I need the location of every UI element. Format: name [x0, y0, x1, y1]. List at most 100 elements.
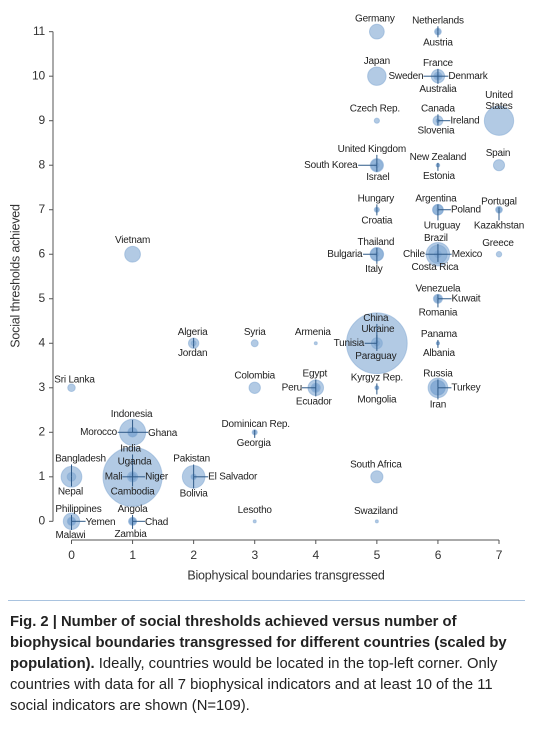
chart: Biophysical boundaries transgressed Soci…	[8, 13, 524, 582]
country-label: Ghana	[148, 428, 178, 439]
y-tick-label: 5	[39, 291, 46, 305]
country-label: Dominican Rep.	[222, 419, 290, 430]
country-label: El Salvador	[208, 471, 258, 482]
country-label: Brazil	[424, 233, 448, 244]
bubble	[483, 105, 515, 136]
country-label: Swaziland	[354, 506, 398, 517]
x-tick-label: 3	[251, 548, 258, 562]
country-label: Slovenia	[418, 125, 455, 136]
leaders	[70, 26, 500, 530]
y-tick-label: 2	[39, 424, 46, 438]
country-label: Nepal	[58, 486, 83, 497]
country-label: Spain	[486, 148, 511, 159]
country-label: Israel	[366, 172, 389, 183]
country-label: Mexico	[452, 249, 483, 260]
bubble	[368, 23, 385, 40]
country-label: South Africa	[350, 459, 402, 470]
x-tick-label: 1	[129, 548, 136, 562]
bubble	[252, 519, 257, 524]
bubble	[248, 381, 261, 394]
country-label: Syria	[244, 327, 266, 338]
bubble	[313, 341, 318, 346]
bubble	[492, 159, 506, 172]
country-label: Thailand	[357, 237, 394, 248]
bubble	[370, 470, 384, 484]
bubble	[495, 251, 503, 258]
country-label: Sri Lanka	[54, 374, 95, 385]
y-axis-title: Social thresholds achieved	[8, 204, 22, 348]
bubble	[367, 66, 387, 86]
country-label: Morocco	[80, 427, 118, 438]
country-label: Ukraine	[361, 324, 395, 335]
y-tick-label: 8	[39, 157, 46, 171]
country-label: Chile	[403, 249, 425, 260]
bubble	[124, 245, 141, 263]
labels: Germany Netherlands Austria Japan SwedenFran…	[54, 13, 524, 541]
country-label: Ecuador	[296, 396, 333, 407]
country-label: Ireland	[450, 115, 479, 126]
country-label: Czech Rep.	[350, 103, 400, 114]
country-label: United Kingdom	[338, 144, 406, 155]
country-label: Denmark	[448, 71, 488, 82]
country-label: Hungary	[358, 193, 395, 204]
country-label: Venezuela	[415, 283, 461, 294]
country-label: Algeria	[178, 327, 208, 338]
country-label: Jordan	[178, 348, 207, 359]
country-label: China	[363, 313, 389, 324]
country-label: Albania	[423, 348, 456, 359]
x-tick-label: 4	[313, 548, 320, 562]
caption-rule	[8, 600, 525, 601]
country-label: Armenia	[295, 327, 331, 338]
bubble	[373, 117, 380, 124]
country-label: Angola	[118, 504, 149, 515]
country-label: France	[423, 58, 454, 69]
country-label: Sweden	[388, 71, 423, 82]
country-label: Argentina	[415, 193, 457, 204]
country-label: Germany	[355, 13, 395, 24]
country-label: New Zealand	[410, 152, 467, 163]
country-label: Australia	[419, 84, 457, 95]
y-tick-label: 1	[39, 469, 46, 483]
country-label: Colombia	[234, 370, 275, 381]
country-label: Zambia	[114, 529, 147, 540]
country-label: Croatia	[361, 215, 392, 226]
caption-title: Fig. 2 | Number of social thresholds ach…	[10, 614, 507, 672]
country-label: Italy	[365, 264, 383, 275]
country-label: Chad	[145, 517, 168, 528]
country-label: Kuwait	[452, 293, 481, 304]
caption-text: Ideally, countries would be located in t…	[10, 656, 498, 714]
country-label: Bolivia	[180, 488, 209, 499]
caption: Fig. 2 | Number of social thresholds ach…	[10, 612, 522, 717]
country-label: Paraguay	[355, 351, 396, 362]
country-label: Greece	[482, 238, 514, 249]
bubble	[250, 339, 259, 348]
country-label: Cambodia	[111, 486, 156, 497]
country-label: South Korea	[304, 160, 358, 171]
country-label: Austria	[423, 37, 453, 48]
country-label: Bangladesh	[55, 453, 106, 464]
y-tick-label: 3	[39, 380, 46, 394]
x-tick-label: 5	[374, 548, 381, 562]
country-label: Canada	[421, 103, 455, 114]
country-label: Malawi	[56, 530, 86, 541]
y-tick-label: 0	[39, 513, 46, 527]
bubble	[67, 383, 76, 393]
country-label: Indonesia	[111, 409, 153, 420]
country-label: Vietnam	[115, 235, 150, 246]
country-label: Lesotho	[238, 505, 273, 516]
country-label: Mongolia	[357, 394, 397, 405]
country-label: Japan	[364, 56, 390, 67]
country-label: Panama	[421, 329, 458, 340]
y-tick-label: 6	[39, 246, 46, 260]
y-tick-label: 4	[39, 335, 46, 349]
y-tick-label: 11	[33, 24, 46, 38]
country-label: Niger	[145, 471, 169, 482]
y-tick-label: 10	[32, 68, 45, 82]
x-tick-label: 0	[68, 548, 75, 562]
y-tick-label: 9	[39, 113, 46, 127]
country-label: Estonia	[423, 171, 456, 182]
country-label: Russia	[423, 368, 453, 379]
country-label: Pakistan	[173, 453, 210, 464]
country-label: Yemen	[86, 517, 116, 528]
